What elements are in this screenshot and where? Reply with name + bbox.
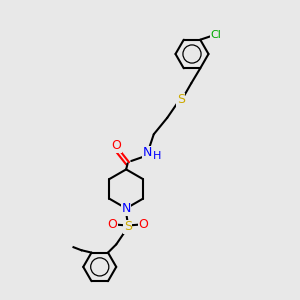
- Text: N: N: [142, 146, 152, 159]
- Text: O: O: [107, 218, 117, 231]
- Text: S: S: [124, 220, 132, 233]
- Text: H: H: [153, 152, 161, 161]
- Text: Cl: Cl: [211, 30, 222, 40]
- Text: S: S: [177, 93, 185, 106]
- Text: N: N: [122, 202, 131, 215]
- Text: O: O: [111, 139, 121, 152]
- Text: O: O: [138, 218, 148, 231]
